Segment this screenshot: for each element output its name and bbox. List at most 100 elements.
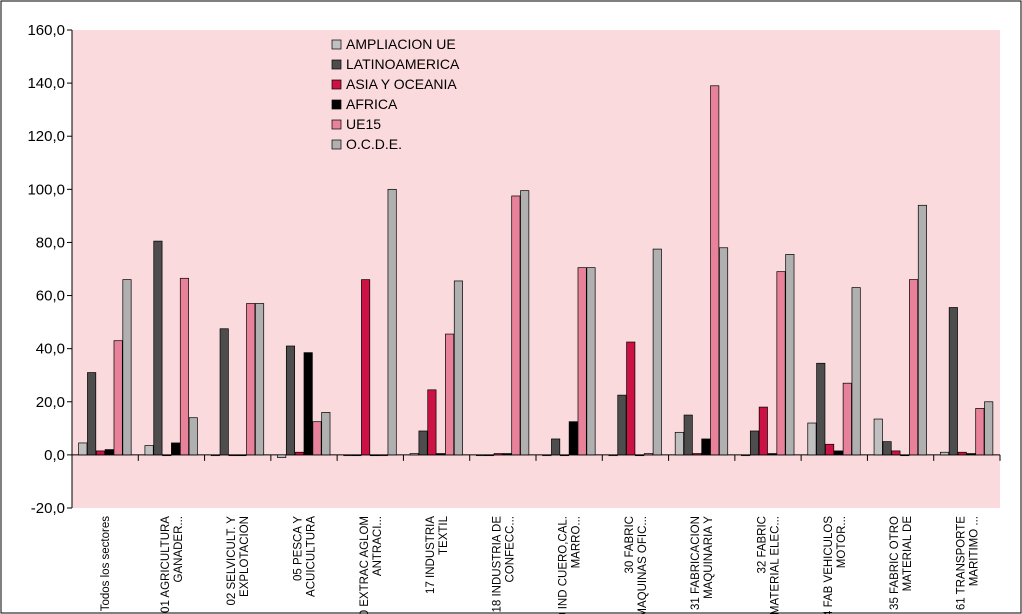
- bar: [909, 279, 919, 456]
- y-tick-label: 40,0: [36, 341, 65, 358]
- category-label: ANTRACI...: [372, 516, 384, 576]
- bar: [153, 240, 163, 456]
- bar: [122, 279, 132, 456]
- bar: [891, 450, 901, 456]
- category-label: 19 IND CUERO,CAL.: [558, 516, 570, 614]
- bar: [445, 333, 455, 456]
- bar: [542, 454, 552, 457]
- y-tick-label: 100,0: [27, 181, 65, 198]
- bar: [692, 453, 702, 456]
- bar: [188, 417, 198, 456]
- bar: [900, 454, 910, 457]
- category-label: 35 FABRIC OTRO: [889, 516, 901, 610]
- bar: [352, 454, 362, 457]
- bar: [113, 340, 123, 456]
- bar: [984, 401, 994, 456]
- bar: [436, 453, 446, 456]
- category-label: MARRO...: [571, 516, 583, 568]
- legend: AMPLIACION UE LATINOAMERICA ASIA Y OCEANIA…: [331, 36, 460, 152]
- bar: [427, 389, 437, 456]
- y-tick-label: 80,0: [36, 234, 65, 251]
- bar: [626, 341, 636, 456]
- category-label: 05 PESCA Y: [293, 516, 305, 581]
- bar: [741, 454, 751, 457]
- bar: [635, 454, 645, 457]
- bar: [568, 421, 578, 456]
- bar: [246, 303, 256, 456]
- bar: [674, 431, 684, 456]
- bar: [87, 372, 97, 456]
- legend-swatch: [331, 59, 342, 70]
- category-label: MARITIMO ...: [968, 516, 980, 586]
- category-label: 02 SELVICULT. Y: [226, 516, 238, 606]
- bar: [219, 328, 229, 456]
- bar: [939, 451, 950, 456]
- bar: [608, 454, 618, 457]
- bar: [179, 277, 189, 456]
- bar: [171, 442, 181, 456]
- y-tick-label: 0,0: [44, 447, 65, 464]
- category-label: 01 AGRICULTURA: [160, 516, 172, 613]
- bar: [387, 188, 397, 456]
- bar: [758, 406, 768, 456]
- bar: [825, 443, 835, 456]
- bar: [851, 287, 861, 456]
- y-axis: -20,0 0,0 20,0 40,0 60,0 80,0 100,0 120,0 140,0 1…: [27, 22, 73, 517]
- bar: [95, 450, 105, 456]
- bar: [842, 382, 852, 456]
- category-label: 32 FABRIC: [757, 516, 769, 574]
- bar: [255, 303, 265, 456]
- bar: [833, 450, 843, 456]
- category-label: 34 FAB VEHICULOS: [823, 516, 835, 614]
- bar: [78, 442, 88, 456]
- bar: [710, 85, 720, 456]
- y-tick-label: -20,0: [31, 500, 65, 517]
- bar: [321, 412, 331, 456]
- bar: [917, 204, 927, 456]
- bar: [104, 449, 114, 456]
- bar: [719, 247, 729, 456]
- bar: [144, 445, 154, 456]
- legend-label: LATINOAMERICA: [346, 56, 460, 72]
- legend-label: AFRICA: [346, 96, 398, 112]
- bar: [617, 394, 627, 456]
- bar: [520, 190, 530, 456]
- category-label: 61 TRANSPORTE: [955, 516, 967, 610]
- bar: [873, 418, 883, 456]
- category-labels: Todos los sectores 01 AGRICULTURA GANADER.…: [100, 515, 980, 614]
- bar: [882, 441, 892, 456]
- bar: [418, 430, 428, 456]
- bar: [162, 454, 172, 457]
- category-label: GANADER...: [173, 516, 185, 582]
- bar: [948, 307, 958, 456]
- legend-swatch: [331, 139, 342, 150]
- bar: [785, 254, 795, 456]
- y-tick-label: 20,0: [36, 394, 65, 411]
- bar: [975, 408, 985, 456]
- bar: [502, 453, 512, 456]
- category-label: 31 FABRICACION: [690, 516, 702, 610]
- bar: [701, 438, 711, 456]
- bar: [453, 280, 463, 456]
- category-label: MATERIAL DE: [902, 516, 914, 592]
- bar: [361, 279, 371, 456]
- bar: [312, 421, 322, 456]
- bar: [484, 454, 494, 457]
- bar: [767, 453, 777, 456]
- bar: [683, 414, 693, 456]
- bar: [776, 271, 786, 456]
- bar: [577, 267, 587, 456]
- bar: [749, 430, 760, 456]
- category-label: TEXTIL: [438, 515, 450, 555]
- category-label: MAQUINAS OFIC...: [637, 516, 649, 614]
- legend-label: UE15: [346, 116, 381, 132]
- bar: [475, 454, 486, 457]
- category-label: MAQUINARIA Y: [703, 516, 715, 599]
- category-label: 18 INDUSTRIA DE: [491, 516, 503, 613]
- bar: [652, 248, 662, 456]
- category-label: CONFECC...: [504, 516, 516, 582]
- bar: [559, 454, 569, 457]
- bar: [277, 454, 287, 458]
- bars: [78, 85, 994, 458]
